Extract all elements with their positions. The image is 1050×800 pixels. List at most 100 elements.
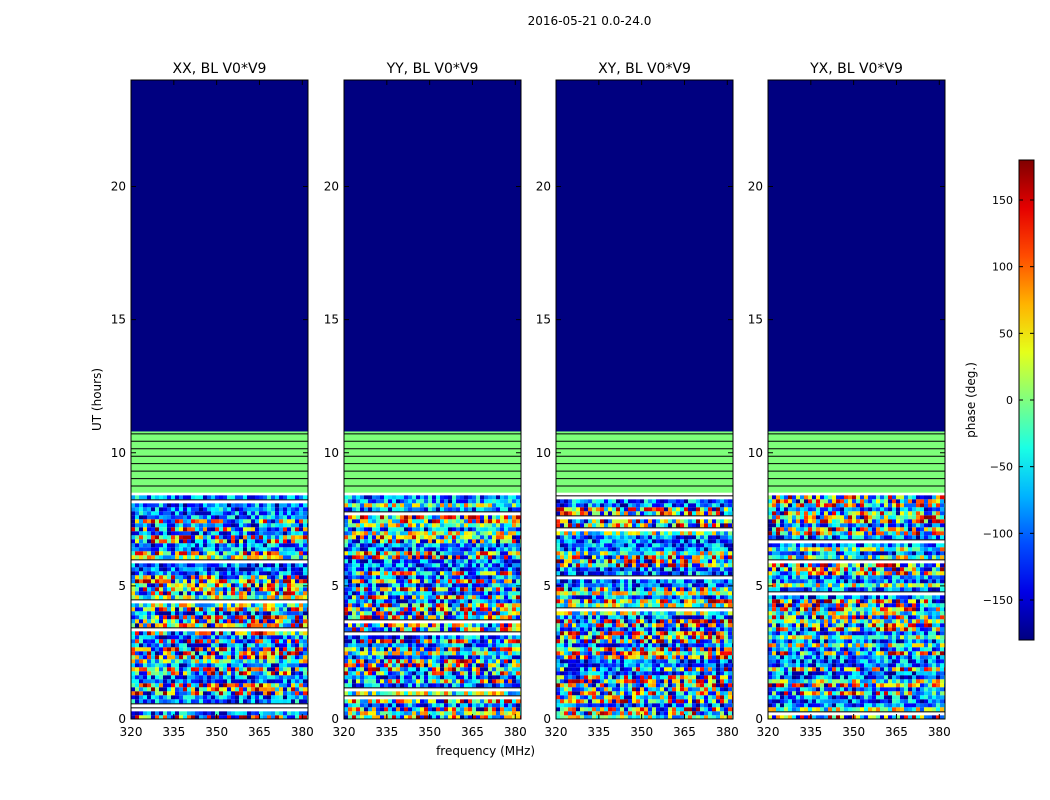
phase-cell xyxy=(440,527,444,532)
phase-cell xyxy=(199,543,203,548)
phase-cell xyxy=(247,515,251,520)
phase-cell xyxy=(384,623,388,628)
phase-cell xyxy=(195,595,199,600)
phase-cell xyxy=(424,495,428,500)
phase-cell xyxy=(251,643,255,648)
phase-cell xyxy=(676,531,680,536)
phase-cell xyxy=(432,563,436,568)
phase-cell xyxy=(356,531,360,536)
phase-cell xyxy=(263,519,267,524)
phase-cell xyxy=(652,519,656,524)
phase-cell xyxy=(263,551,267,556)
phase-cell xyxy=(480,707,484,712)
phase-cell xyxy=(684,511,688,516)
phase-cell xyxy=(460,711,464,716)
phase-cell xyxy=(404,607,408,612)
phase-cell xyxy=(472,515,476,520)
phase-cell xyxy=(151,647,155,652)
phase-cell xyxy=(412,711,416,716)
phase-cell xyxy=(384,679,388,684)
phase-cell xyxy=(564,535,568,540)
phase-cell xyxy=(504,587,508,592)
phase-cell xyxy=(263,667,267,672)
phase-cell xyxy=(416,651,420,656)
phase-cell xyxy=(207,715,211,719)
phase-cell xyxy=(223,551,227,556)
phase-cell xyxy=(464,591,468,596)
phase-cell xyxy=(344,607,348,612)
phase-cell xyxy=(163,567,167,572)
phase-cell xyxy=(183,551,187,556)
phase-cell xyxy=(279,691,283,696)
phase-cell xyxy=(171,651,175,656)
phase-cell xyxy=(151,711,155,716)
phase-cell xyxy=(175,715,179,719)
phase-cell xyxy=(404,551,408,556)
phase-cell xyxy=(175,571,179,576)
phase-cell xyxy=(259,659,263,664)
phase-cell xyxy=(243,687,247,692)
phase-cell xyxy=(428,583,432,588)
phase-cell xyxy=(516,703,520,708)
phase-cell xyxy=(460,603,464,608)
phase-cell xyxy=(139,511,143,516)
phase-cell xyxy=(508,671,512,676)
phase-cell xyxy=(464,611,468,616)
phase-cell xyxy=(420,575,424,580)
phase-cell xyxy=(452,547,456,552)
phase-cell xyxy=(472,495,476,500)
phase-cell xyxy=(139,611,143,616)
phase-cell xyxy=(155,587,159,592)
phase-cell xyxy=(191,687,195,692)
phase-cell xyxy=(247,563,251,568)
phase-cell xyxy=(271,695,275,700)
phase-cell xyxy=(231,575,235,580)
phase-cell xyxy=(191,547,195,552)
phase-cell xyxy=(299,579,303,584)
phase-cell xyxy=(712,523,716,528)
phase-cell xyxy=(215,523,219,528)
phase-cell xyxy=(215,679,219,684)
phase-cell xyxy=(360,523,364,528)
phase-cell xyxy=(516,515,520,520)
phase-cell xyxy=(448,527,452,532)
phase-cell xyxy=(227,535,231,540)
phase-cell xyxy=(203,583,207,588)
phase-cell xyxy=(187,579,191,584)
phase-cell xyxy=(263,663,267,668)
phase-cell xyxy=(388,707,392,712)
phase-cell xyxy=(195,699,199,704)
phase-cell xyxy=(275,527,279,532)
phase-cell xyxy=(500,659,504,664)
phase-cell xyxy=(504,647,508,652)
phase-cell xyxy=(171,531,175,536)
phase-cell xyxy=(420,563,424,568)
phase-cell xyxy=(516,551,520,556)
phase-cell xyxy=(135,571,139,576)
phase-cell xyxy=(424,591,428,596)
phase-cell xyxy=(344,659,348,664)
phase-cell xyxy=(412,707,416,712)
phase-cell xyxy=(267,543,271,548)
phase-cell xyxy=(191,635,195,640)
phase-cell xyxy=(516,507,520,512)
phase-cell xyxy=(207,507,211,512)
phase-cell xyxy=(496,627,500,632)
phase-cell xyxy=(500,691,504,696)
phase-cell xyxy=(295,691,299,696)
phase-cell xyxy=(516,563,520,568)
phase-cell xyxy=(247,651,251,656)
phase-cell xyxy=(400,615,404,620)
phase-cell xyxy=(275,523,279,528)
phase-cell xyxy=(131,555,135,560)
phase-cell xyxy=(131,551,135,556)
phase-cell xyxy=(303,555,307,560)
phase-cell xyxy=(207,583,211,588)
phase-cell xyxy=(392,651,396,656)
phase-cell xyxy=(135,543,139,548)
phase-cell xyxy=(432,587,436,592)
phase-cell xyxy=(199,587,203,592)
phase-cell xyxy=(235,531,239,536)
phase-cell xyxy=(223,603,227,608)
phase-cell xyxy=(380,675,384,680)
